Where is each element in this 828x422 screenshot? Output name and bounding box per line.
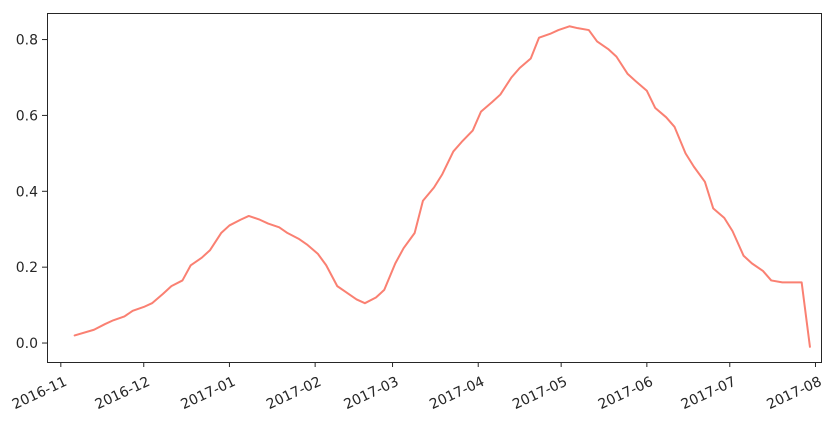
x-tick-label: 2017-03: [341, 374, 401, 413]
plot-frame: [47, 13, 822, 363]
x-tick-label: 2017-06: [596, 374, 656, 413]
series-line-0: [73, 25, 811, 348]
x-tick-label: 2017-07: [679, 374, 739, 413]
x-tick-label: 2017-01: [178, 374, 238, 413]
x-axis: 2016-11 2016-12 2017-01 2017-02 2017-03 2017-…: [10, 362, 824, 413]
x-tick-label: 2017-05: [510, 374, 570, 413]
x-tick-label: 2017-02: [264, 374, 324, 413]
x-tick-label: 2016-12: [93, 374, 153, 413]
x-tick-label: 2017-04: [427, 374, 487, 413]
series-layer: [73, 25, 811, 348]
y-tick-label: 0.2: [16, 260, 38, 276]
y-axis: 0.0 0.2 0.4 0.6 0.8: [16, 33, 47, 352]
y-tick-label: 0.8: [16, 33, 38, 49]
y-tick-label: 0.4: [16, 184, 38, 200]
x-tick-label: 2016-11: [10, 374, 70, 413]
x-tick-label: 2017-08: [764, 374, 824, 413]
y-tick-label: 0.6: [16, 108, 38, 124]
y-tick-label: 0.0: [16, 336, 38, 352]
